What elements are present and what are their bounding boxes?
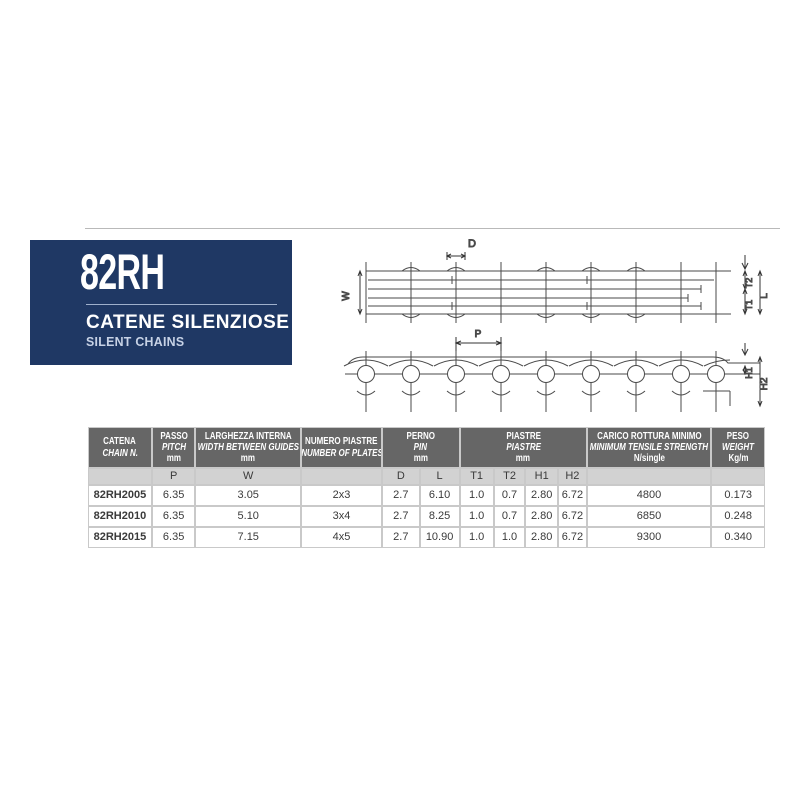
svg-text:T1: T1	[744, 300, 754, 311]
svg-text:D: D	[468, 238, 476, 250]
svg-text:P: P	[475, 329, 482, 340]
svg-text:H2: H2	[759, 377, 770, 390]
svg-text:T2: T2	[744, 278, 754, 289]
svg-text:L: L	[759, 293, 770, 299]
svg-text:W: W	[341, 291, 352, 301]
svg-text:H1: H1	[744, 367, 754, 379]
